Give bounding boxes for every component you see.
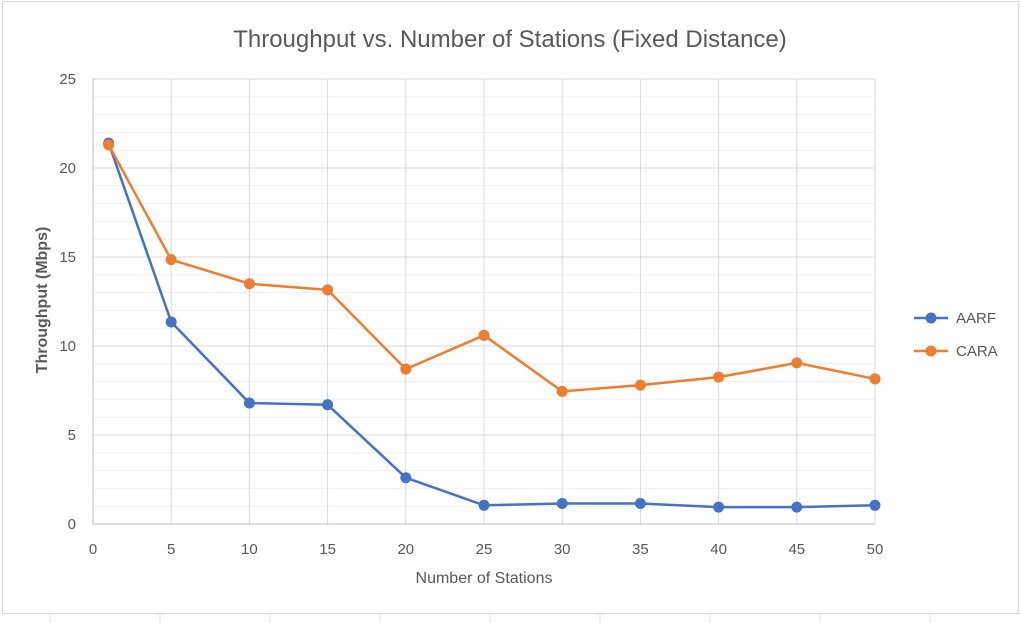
data-point (791, 501, 803, 513)
data-point (713, 501, 725, 513)
chart-title: Throughput vs. Number of Stations (Fixed… (233, 26, 787, 53)
data-point (165, 316, 177, 328)
data-point (556, 498, 568, 510)
x-tick-label: 45 (788, 541, 805, 558)
data-point (478, 499, 490, 511)
plot-grid (93, 78, 876, 524)
x-tick-label: 0 (89, 541, 97, 558)
y-tick-label: 15 (59, 249, 76, 266)
data-point (165, 254, 177, 266)
y-tick-label: 5 (68, 427, 76, 444)
x-tick-label: 10 (241, 541, 258, 558)
data-point (400, 472, 412, 484)
x-axis-label: Number of Stations (416, 570, 553, 587)
data-point (322, 399, 334, 411)
plot-series (103, 137, 881, 513)
data-point (634, 498, 646, 510)
y-tick-label: 0 (68, 516, 76, 533)
legend-item-aarf: AARF (914, 310, 996, 327)
y-tick-label: 20 (59, 160, 76, 177)
data-point (869, 499, 881, 511)
legend-marker (925, 345, 937, 357)
series-aarf (103, 137, 881, 513)
legend: AARF CARA (914, 310, 998, 360)
legend-marker (925, 312, 937, 324)
legend-item-cara: CARA (914, 343, 998, 360)
x-tick-label: 5 (167, 541, 175, 558)
series-line (107, 144, 876, 393)
legend-label: CARA (956, 343, 998, 360)
x-tick-label: 30 (554, 541, 571, 558)
x-tick-label: 20 (397, 541, 414, 558)
x-tick-label: 50 (867, 541, 884, 558)
x-tick-label: 15 (319, 541, 336, 558)
series-cara (103, 139, 881, 397)
data-point (713, 371, 725, 383)
y-tick-label: 10 (59, 338, 76, 355)
data-point (243, 278, 255, 290)
x-tick-label: 40 (710, 541, 727, 558)
data-point (322, 284, 334, 296)
data-point (243, 397, 255, 409)
y-axis-label: Throughput (Mbps) (34, 227, 51, 374)
data-point (634, 379, 646, 391)
plot-axes: 0 5 10 15 20 25 0 5 10 15 20 25 30 35 40 45 50 (59, 71, 883, 558)
y-tick-label: 25 (59, 71, 76, 88)
x-tick-label: 25 (476, 541, 493, 558)
data-point (556, 385, 568, 397)
data-point (400, 363, 412, 375)
data-point (791, 357, 803, 369)
data-point (478, 329, 490, 341)
x-tick-label: 35 (632, 541, 649, 558)
data-point (103, 139, 115, 151)
legend-label: AARF (956, 310, 996, 327)
data-point (869, 373, 881, 385)
